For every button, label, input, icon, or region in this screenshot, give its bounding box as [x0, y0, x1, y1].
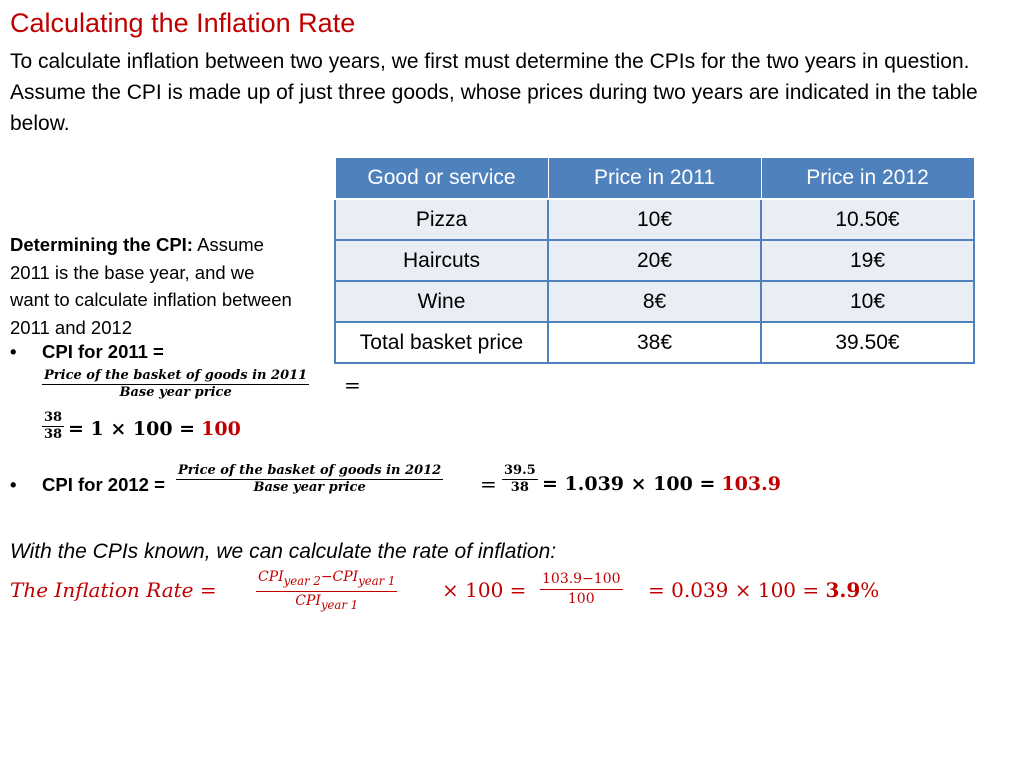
- inflation-fraction-2: 103.9−100 100: [540, 570, 623, 609]
- cell-good: Wine: [334, 280, 549, 323]
- header-price-2012: Price in 2012: [760, 157, 975, 200]
- table-header-row: Good or service Price in 2011 Price in 2…: [334, 157, 975, 200]
- cpi-2011-rest: = 1 × 100 =: [68, 418, 196, 440]
- cpi-2011-rest-line: = 1 × 100 = 100: [68, 418, 241, 440]
- inflation-frac-den: CPIyear 1: [256, 590, 398, 615]
- cell-price-2012: 39.50€: [760, 321, 975, 364]
- table-row: Wine 8€ 10€: [334, 280, 975, 323]
- minus: −: [320, 569, 333, 585]
- cpi-a-sub: year 2: [283, 573, 321, 588]
- cpi-2011-small-fraction: 38 38: [42, 410, 65, 443]
- table-row-total: Total basket price 38€ 39.50€: [334, 321, 975, 364]
- determining-cpi-text: Determining the CPI: Assume 2011 is the …: [10, 231, 295, 341]
- inflation-tail-line: = 0.039 × 100 = 3.9%: [648, 578, 879, 602]
- cpi-2012-eq: =: [480, 472, 497, 496]
- cell-good: Pizza: [334, 198, 549, 241]
- cpi-2012-bullet: • CPI for 2012 =: [10, 474, 165, 495]
- cpi-2012-frac-den: Base year price: [176, 479, 444, 496]
- cpi-2011-frac-num: Price of the basket of goods in 2011: [44, 368, 308, 383]
- cell-price-2011: 8€: [547, 280, 762, 323]
- cpi-2011-small-den: 38: [42, 426, 65, 442]
- price-table: Good or service Price in 2011 Price in 2…: [334, 157, 975, 364]
- inflation-times: × 100 =: [442, 578, 527, 602]
- cpi-b-sub: year 1: [358, 573, 396, 588]
- determining-label: Determining the CPI:: [10, 234, 193, 255]
- cell-price-2011: 38€: [547, 321, 762, 364]
- cpi-2012-small-num: 39.5: [504, 463, 536, 478]
- inflation-percent: %: [860, 578, 880, 602]
- cpi-2012-label: CPI for 2012 =: [42, 474, 165, 495]
- inflation-formula: The Inflation Rate = CPIyear 2−CPIyear 1…: [10, 566, 1010, 626]
- table-row: Pizza 10€ 10.50€: [334, 198, 975, 241]
- cpi-2011-bullet: • CPI for 2011 =: [10, 341, 164, 362]
- cpi-2011-fraction: Price of the basket of goods in 2011 Bas…: [42, 368, 310, 401]
- cpi-2011-frac-den: Base year price: [42, 384, 310, 401]
- intro-paragraph: To calculate inflation between two years…: [10, 50, 978, 135]
- slide-title: Calculating the Inflation Rate: [10, 8, 356, 38]
- inflation-frac-num: CPIyear 2−CPIyear 1: [256, 568, 397, 591]
- inflation-fraction: CPIyear 2−CPIyear 1 CPIyear 1: [256, 568, 398, 615]
- with-cpis-text: With the CPIs known, we can calculate th…: [10, 540, 557, 563]
- cpi-2011-eq: =: [344, 373, 361, 397]
- inflation-tail: = 0.039 × 100 =: [648, 578, 820, 602]
- inflation-lhs: The Inflation Rate =: [10, 578, 217, 602]
- cpi-2011-label: CPI for 2011 =: [42, 341, 164, 362]
- cell-price-2011: 10€: [547, 198, 762, 241]
- cpi-2012-result: 103.9: [721, 473, 781, 495]
- cell-price-2012: 10.50€: [760, 198, 975, 241]
- header-good: Good or service: [334, 157, 549, 200]
- cpi-2011-small-num: 38: [44, 410, 63, 425]
- cell-price-2012: 19€: [760, 239, 975, 282]
- cpi-2012-small-den: 38: [502, 479, 538, 496]
- cpi-den: CPI: [295, 592, 321, 609]
- cpi-2012-rest-line: = 1.039 × 100 = 103.9: [542, 473, 781, 495]
- cell-good: Total basket price: [334, 321, 549, 364]
- inflation-result: 3.9: [825, 578, 861, 602]
- cpi-den-sub: year 1: [320, 597, 359, 612]
- cell-good: Haircuts: [334, 239, 549, 282]
- cpi-a: CPI: [258, 569, 284, 585]
- cpi-b: CPI: [332, 569, 359, 585]
- determining-body: Assume 2011 is the base year, and we wan…: [10, 234, 292, 338]
- cpi-2011-result: 100: [201, 418, 241, 440]
- cell-price-2011: 20€: [547, 239, 762, 282]
- table-row: Haircuts 20€ 19€: [334, 239, 975, 282]
- header-price-2011: Price in 2011: [547, 157, 762, 200]
- cpi-2012-fraction: Price of the basket of goods in 2012 Bas…: [176, 463, 444, 496]
- inflation-frac2-den: 100: [540, 589, 623, 609]
- cpi-2012-rest: = 1.039 × 100 =: [542, 473, 716, 495]
- cell-price-2012: 10€: [760, 280, 975, 323]
- cpi-2012-frac-num: Price of the basket of goods in 2012: [178, 463, 442, 478]
- inflation-frac2-num: 103.9−100: [542, 571, 621, 587]
- cpi-2012-small-fraction: 39.5 38: [502, 463, 538, 496]
